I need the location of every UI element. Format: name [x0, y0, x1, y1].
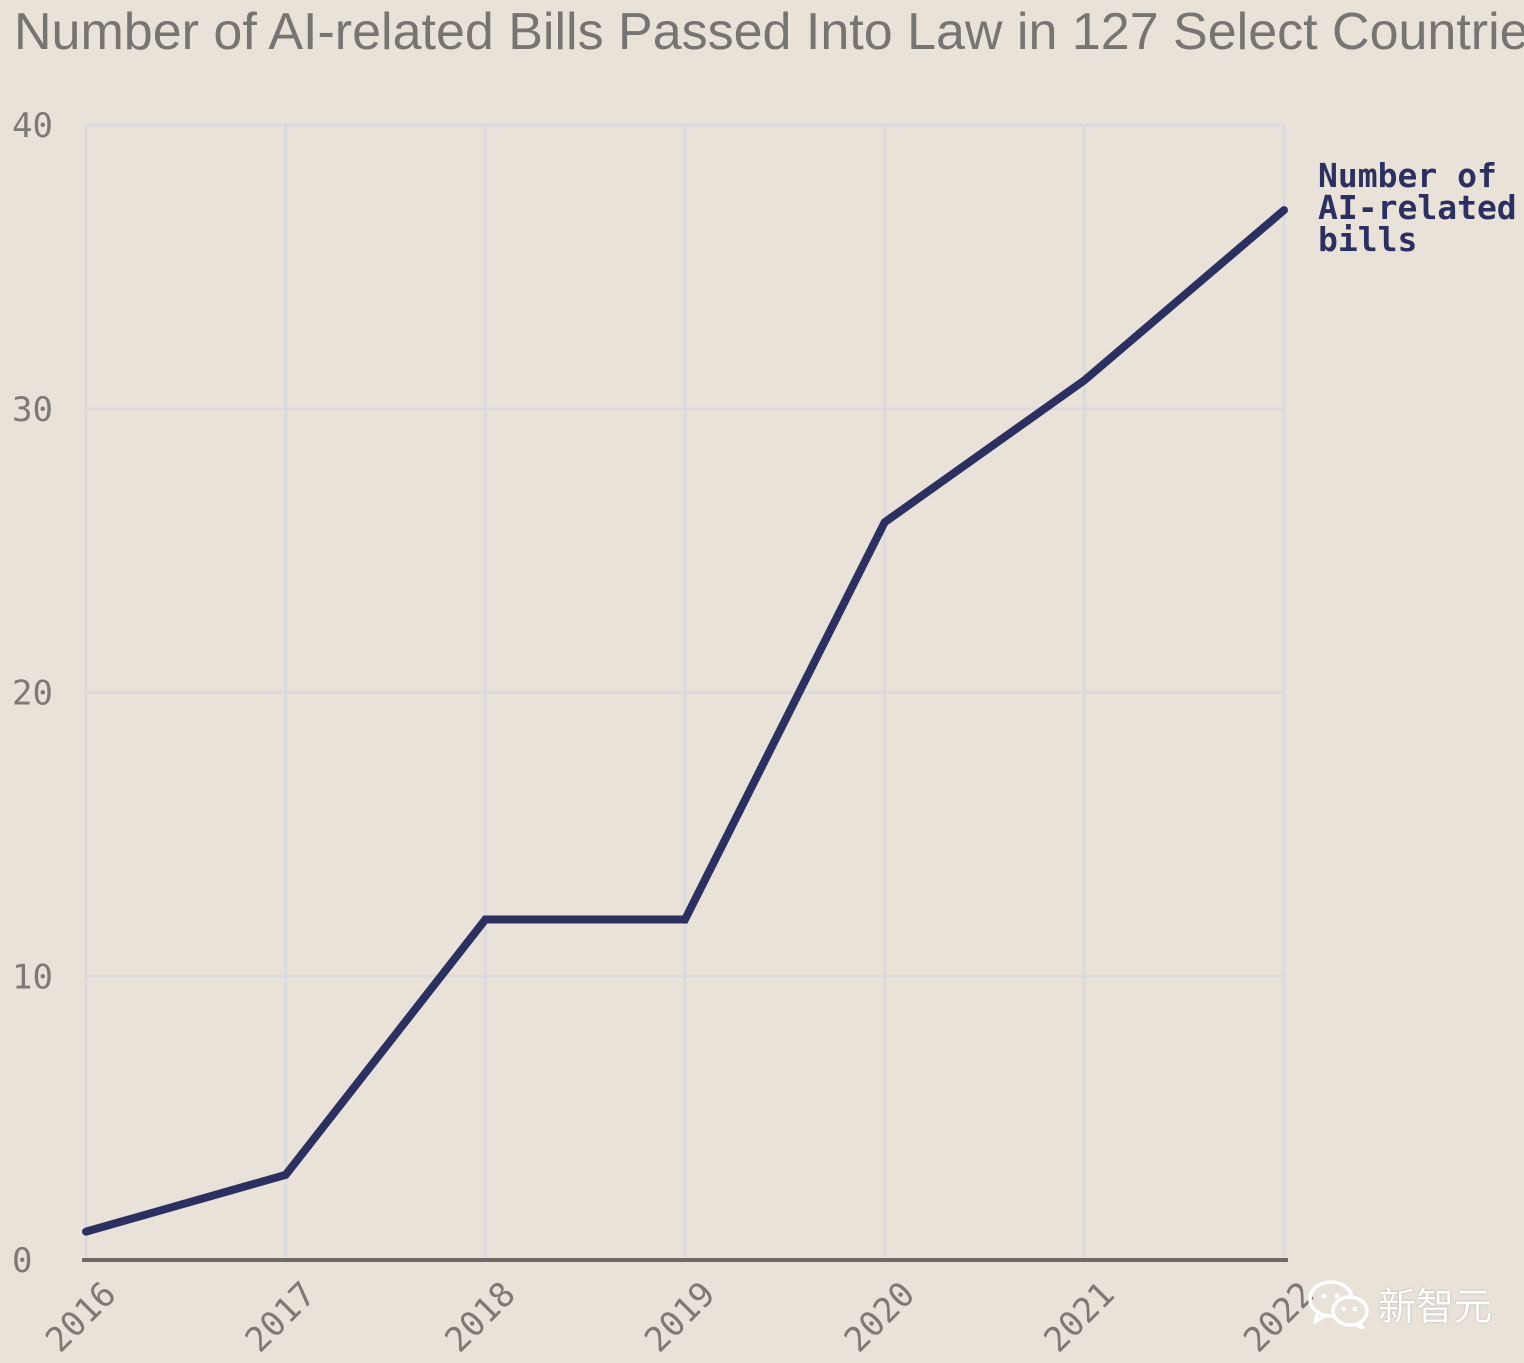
grid-lines	[84, 123, 1286, 1260]
watermark-text: 新智元	[1378, 1285, 1493, 1329]
y-tick-label: 30	[12, 390, 53, 430]
x-tick-label: 2019	[637, 1274, 723, 1360]
y-tick-label: 20	[12, 674, 53, 714]
series-label: Number of	[1318, 156, 1497, 195]
x-tick-label: 2021	[1036, 1274, 1122, 1360]
x-tick-label: 2020	[837, 1274, 923, 1360]
y-tick-label: 10	[12, 957, 53, 997]
y-tick-label: 0	[12, 1241, 32, 1281]
x-tick-label: 2017	[238, 1274, 324, 1360]
series-lines	[82, 206, 1288, 1236]
x-tick-label: 2018	[437, 1274, 523, 1360]
watermark: 新智元	[1308, 1276, 1492, 1331]
series-line	[82, 206, 1288, 1236]
x-tick-label: 2016	[38, 1274, 124, 1360]
series-label: bills	[1318, 220, 1417, 259]
series-label: AI-related	[1318, 188, 1517, 227]
chart-title: Number of AI-related Bills Passed Into L…	[14, 3, 1524, 61]
wechat-icon	[1308, 1279, 1369, 1329]
y-tick-label: 40	[12, 106, 53, 146]
